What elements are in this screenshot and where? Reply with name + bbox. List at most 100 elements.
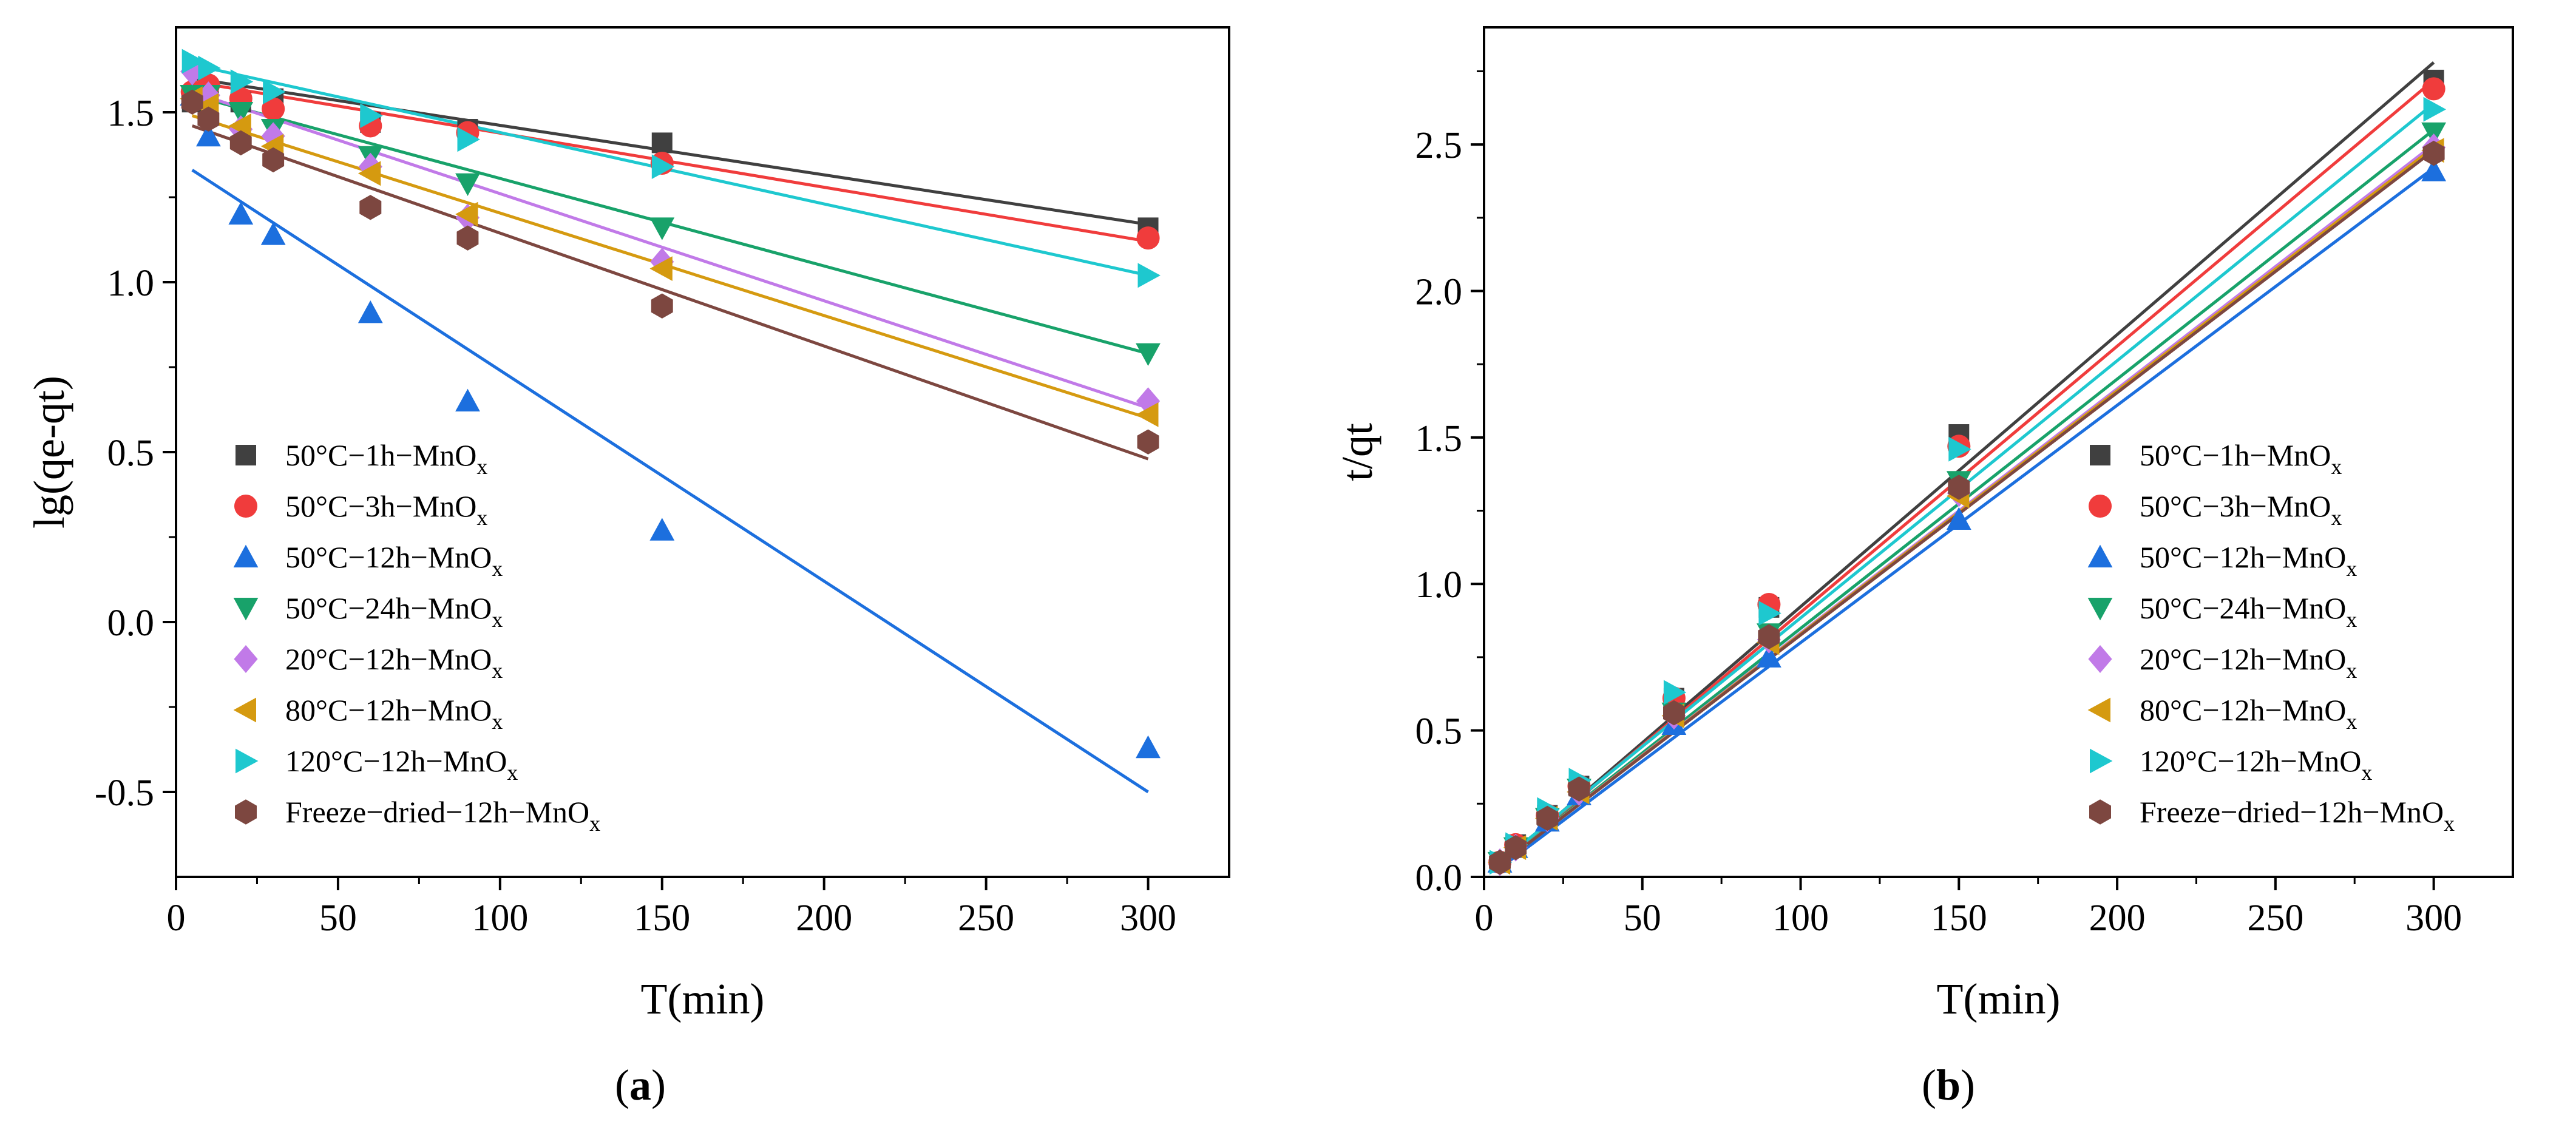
x-tick-label: 300 bbox=[1120, 898, 1176, 939]
legend-label: 120°C−12h−MnOx bbox=[285, 744, 518, 785]
fit-line bbox=[1499, 149, 2435, 867]
legend-marker bbox=[2087, 544, 2113, 567]
data-point bbox=[649, 518, 675, 541]
y-tick-label: -0.5 bbox=[95, 773, 154, 814]
data-point bbox=[2421, 158, 2446, 181]
data-point bbox=[1136, 735, 1161, 759]
data-point bbox=[651, 293, 673, 319]
data-point bbox=[360, 103, 383, 128]
chart-panel-b: 0 50 100 150 200 250 300 0.0 0.5 1.0 1.5 2.0 2.5 T(mi… bbox=[1333, 26, 2514, 1023]
legend-marker bbox=[2090, 748, 2113, 774]
y-tick-label: 2.0 bbox=[1415, 271, 1463, 313]
data-point bbox=[1136, 387, 1161, 415]
x-tick-label: 200 bbox=[796, 898, 852, 939]
y-axis-title: t/qt bbox=[1333, 423, 1381, 481]
data-point bbox=[1568, 776, 1590, 802]
data-point bbox=[649, 217, 675, 240]
fit-line bbox=[191, 90, 1149, 410]
data-point bbox=[1663, 700, 1685, 726]
y-tick-label: 1.0 bbox=[107, 263, 155, 304]
x-tick-label: 0 bbox=[1475, 898, 1494, 939]
data-point bbox=[198, 55, 221, 81]
x-tick-label: 150 bbox=[1931, 898, 1987, 939]
data-point bbox=[2422, 140, 2445, 166]
data-point bbox=[1505, 835, 1527, 861]
data-point bbox=[651, 132, 673, 154]
legend-marker bbox=[235, 799, 257, 825]
data-point bbox=[1536, 805, 1559, 831]
legend-label: 50°C−12h−MnOx bbox=[285, 540, 503, 581]
chart-panel-a: 0 50 100 150 200 250 300 -0.5 0.0 0.5 1.0 1.5 T(min)… bbox=[25, 26, 1230, 1023]
legend-marker bbox=[234, 494, 258, 518]
y-tick-label: 0.5 bbox=[107, 433, 155, 474]
data-point bbox=[230, 69, 254, 94]
data-point bbox=[1136, 226, 1160, 250]
legend-label: 50°C−3h−MnOx bbox=[2140, 489, 2342, 530]
data-point bbox=[1136, 343, 1161, 366]
data-point bbox=[649, 256, 673, 281]
legend-label: 120°C−12h−MnOx bbox=[2140, 744, 2372, 785]
data-point bbox=[263, 79, 286, 104]
legend-label: 50°C−24h−MnOx bbox=[2140, 591, 2357, 632]
legend-marker bbox=[233, 697, 256, 723]
data-point bbox=[1946, 507, 1971, 530]
data-point bbox=[2423, 96, 2446, 122]
data-point bbox=[358, 161, 381, 186]
legend-marker bbox=[236, 445, 256, 465]
data-point bbox=[196, 123, 221, 147]
legend-marker bbox=[2087, 697, 2110, 723]
x-tick-label: 250 bbox=[958, 898, 1014, 939]
data-point bbox=[228, 113, 251, 138]
fit-line bbox=[1499, 61, 2435, 867]
y-tick-label: 1.0 bbox=[1415, 564, 1463, 606]
fit-line bbox=[191, 169, 1149, 794]
panel-label-b: (b) bbox=[1922, 1061, 1975, 1109]
data-point bbox=[1757, 644, 1781, 668]
legend-label: Freeze−dried−12h−MnOx bbox=[2140, 795, 2455, 836]
data-point bbox=[1758, 601, 1781, 626]
data-point bbox=[1948, 475, 1970, 500]
y-tick-label: 1.5 bbox=[1415, 418, 1463, 459]
plot-frame bbox=[1483, 26, 2514, 878]
data-point bbox=[651, 154, 675, 179]
x-tick-label: 100 bbox=[1772, 898, 1829, 939]
y-tick-label: 1.5 bbox=[107, 93, 155, 134]
data-point bbox=[1489, 850, 1511, 875]
legend-label: 20°C−12h−MnOx bbox=[2140, 642, 2357, 683]
data-point bbox=[1137, 429, 1159, 455]
data-point bbox=[2422, 77, 2446, 101]
y-axis-title: lg(qe-qt) bbox=[25, 376, 73, 529]
data-point bbox=[455, 201, 478, 227]
legend-marker bbox=[233, 598, 259, 621]
legend-marker bbox=[2090, 445, 2110, 465]
legend-label: 50°C−12h−MnOx bbox=[2140, 540, 2357, 581]
legend-label: 50°C−1h−MnOx bbox=[2140, 438, 2342, 479]
data-point bbox=[1137, 263, 1161, 288]
y-tick-label: 0.0 bbox=[1415, 857, 1463, 899]
data-point bbox=[262, 147, 285, 173]
data-point bbox=[358, 300, 383, 323]
legend-label: 80°C−12h−MnOx bbox=[285, 693, 503, 734]
legend-label: 50°C−24h−MnOx bbox=[285, 591, 503, 632]
data-point bbox=[457, 127, 480, 152]
data-point bbox=[181, 49, 205, 74]
y-tick-label: 0.5 bbox=[1415, 711, 1463, 753]
fit-line bbox=[191, 124, 1149, 461]
data-point bbox=[229, 130, 252, 156]
x-axis-title: T(min) bbox=[641, 975, 765, 1023]
legend-label: Freeze−dried−12h−MnOx bbox=[285, 795, 600, 836]
legend-marker bbox=[2087, 598, 2113, 621]
legend-marker bbox=[236, 748, 259, 774]
data-point bbox=[455, 173, 480, 196]
legend-label: 50°C−1h−MnOx bbox=[285, 438, 487, 479]
legend-marker bbox=[233, 544, 259, 567]
data-point bbox=[228, 102, 254, 125]
x-tick-label: 100 bbox=[472, 898, 528, 939]
x-axis-title: T(min) bbox=[1937, 975, 2061, 1023]
data-point bbox=[228, 201, 254, 225]
legend-marker bbox=[2088, 645, 2112, 673]
data-point bbox=[1758, 624, 1780, 649]
x-tick-label: 50 bbox=[319, 898, 357, 939]
data-point bbox=[455, 388, 480, 411]
